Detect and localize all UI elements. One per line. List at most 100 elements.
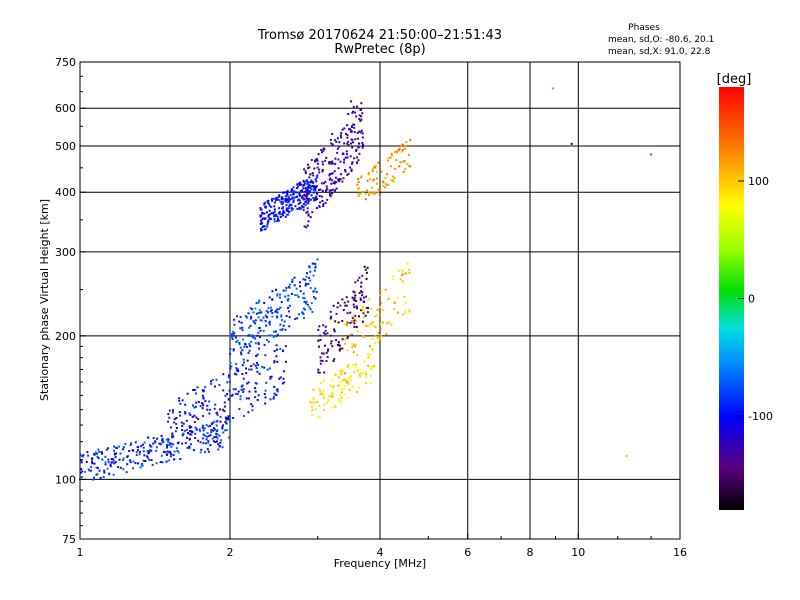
- phase-point: [288, 205, 291, 208]
- phase-point: [365, 370, 367, 373]
- phase-point: [552, 87, 555, 90]
- phase-point: [390, 323, 393, 326]
- phase-point: [369, 178, 372, 181]
- phase-point: [328, 395, 331, 398]
- phase-point: [313, 296, 315, 299]
- phase-point: [402, 313, 405, 316]
- phase-point: [380, 289, 383, 292]
- phase-point: [384, 288, 387, 291]
- phase-point: [329, 317, 332, 320]
- phase-point: [152, 442, 155, 445]
- phase-point: [363, 360, 366, 363]
- phase-point: [393, 308, 396, 311]
- phase-point: [316, 207, 318, 209]
- phase-point: [337, 343, 340, 346]
- phase-point: [276, 293, 279, 296]
- phase-point: [247, 381, 250, 384]
- phase-point: [302, 187, 305, 190]
- phase-point: [215, 424, 218, 427]
- phase-point: [307, 183, 310, 186]
- phase-point: [284, 345, 287, 348]
- phase-point: [239, 398, 242, 401]
- x-tick-label: 16: [673, 546, 687, 559]
- phase-point: [267, 311, 270, 314]
- phase-point: [269, 306, 272, 309]
- phase-point: [272, 330, 275, 333]
- phase-point: [356, 307, 358, 310]
- phase-point: [104, 461, 107, 464]
- phase-point: [408, 165, 411, 168]
- phase-point: [189, 430, 191, 433]
- phase-point: [161, 439, 164, 442]
- phase-point: [271, 199, 274, 202]
- phase-point: [263, 366, 266, 369]
- phase-point: [257, 343, 260, 345]
- phase-point: [291, 189, 294, 192]
- phase-point: [335, 181, 338, 184]
- phase-point: [315, 290, 318, 293]
- phase-point: [279, 213, 282, 216]
- phase-point: [404, 147, 406, 150]
- phase-point: [302, 292, 305, 295]
- phase-point: [343, 388, 346, 390]
- phase-point: [250, 365, 253, 368]
- phase-point: [259, 319, 262, 322]
- phase-point: [181, 442, 184, 445]
- phase-point: [304, 182, 306, 185]
- phase-point: [274, 310, 277, 313]
- phase-point: [408, 310, 411, 313]
- y-tick-label: 600: [55, 102, 76, 115]
- phase-point: [303, 300, 306, 303]
- phase-point: [304, 278, 307, 281]
- phase-point: [227, 398, 230, 401]
- phase-point: [208, 400, 211, 403]
- phase-point: [307, 202, 310, 205]
- phase-point: [334, 162, 337, 165]
- phase-point: [343, 127, 346, 130]
- phase-point: [361, 291, 364, 294]
- phase-point: [200, 448, 203, 451]
- phase-point: [154, 440, 157, 443]
- phase-point: [362, 371, 365, 374]
- phase-point: [232, 348, 235, 351]
- phase-point: [313, 167, 316, 170]
- phase-point: [220, 439, 223, 442]
- phase-point: [351, 342, 354, 345]
- phase-point: [393, 176, 396, 179]
- phase-point: [302, 209, 305, 212]
- phase-point: [261, 211, 264, 214]
- phase-point: [271, 298, 274, 301]
- phase-point: [354, 281, 357, 284]
- phase-point: [349, 129, 352, 132]
- phase-point: [314, 160, 317, 163]
- phase-point: [113, 453, 116, 456]
- phase-point: [309, 184, 312, 187]
- phase-point: [297, 202, 300, 205]
- phase-point: [345, 320, 348, 323]
- phase-point: [368, 194, 371, 196]
- phase-point: [313, 269, 316, 272]
- phase-point: [307, 283, 310, 285]
- phase-point: [306, 194, 309, 196]
- phase-point: [237, 370, 240, 373]
- phase-point: [346, 349, 349, 352]
- phase-point: [351, 316, 354, 319]
- phase-point: [119, 452, 122, 455]
- phase-point: [302, 183, 305, 186]
- phase-point: [268, 296, 271, 299]
- phase-point: [313, 186, 316, 189]
- phase-point: [273, 350, 276, 352]
- phase-point: [346, 337, 349, 340]
- phase-point: [231, 393, 234, 396]
- phase-point: [292, 199, 295, 202]
- phase-point: [337, 321, 340, 324]
- phase-point: [326, 356, 329, 359]
- phase-point: [206, 432, 209, 435]
- phase-point: [168, 409, 171, 412]
- phase-point: [286, 192, 289, 195]
- phase-point: [204, 386, 207, 389]
- phase-point: [268, 367, 271, 370]
- phase-point: [301, 205, 304, 207]
- phase-point: [369, 374, 372, 377]
- phase-point: [167, 413, 170, 415]
